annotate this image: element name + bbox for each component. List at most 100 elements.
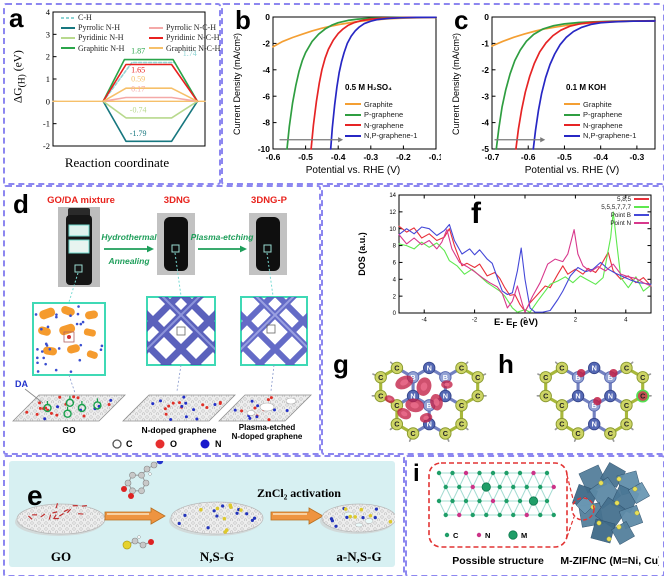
svg-text:B: B [575, 373, 580, 382]
y-tick-label: 14 [389, 193, 396, 199]
series-Pyrrolic N-H [102, 100, 199, 143]
pore [355, 522, 363, 528]
legend-item: P-graphene [564, 110, 636, 121]
ansg-label: a-N,S-G [336, 549, 381, 564]
svg-text:B: B [410, 373, 415, 382]
C-atom [390, 417, 404, 431]
connector-line [68, 272, 79, 303]
C-atom [455, 361, 468, 375]
svg-text:B: B [592, 401, 597, 410]
n-dot-label: N [485, 531, 490, 540]
panel-e-box: e GO [3, 455, 405, 576]
series-Point N [398, 229, 652, 313]
o-atom-icon [155, 439, 165, 449]
panel-b-legend: Graphite P-graphene N-graphene N,P-graphene… [345, 99, 417, 141]
legend-item: Point N [585, 219, 649, 227]
n-atom [470, 484, 475, 490]
C-atom [471, 371, 484, 384]
legend-label: Graphite [583, 99, 612, 109]
svg-text:C: C [459, 363, 465, 372]
o-atom [128, 493, 134, 499]
panel-f: f DOS (a.u.) -4 -2 0 2 4 0 2 4 6 8 10 12 14 E- EF (e… [353, 191, 659, 343]
C-atom [471, 389, 484, 403]
n-atom [490, 498, 496, 504]
c-atom [511, 484, 516, 490]
legend-swatch [149, 36, 163, 39]
x-tick-label: -4 [422, 318, 428, 324]
svg-text:N: N [443, 391, 448, 400]
y-tick-label: 3 [46, 29, 50, 39]
her-alkaline-chart: -0.7 -0.6 -0.5 -0.4 -0.3 0 -1 -2 -3 -4 -5 [481, 13, 656, 162]
legend-item: Graphitic N-H [61, 44, 124, 53]
y-tick-label: -4 [481, 118, 489, 128]
panel-a-xlabel: Reaction coordinate [64, 155, 170, 170]
C-atom [390, 361, 404, 375]
C-atom [539, 371, 552, 384]
legend-item: P-graphene [345, 110, 417, 121]
xlabel-unit: (eV) [517, 317, 538, 328]
legend-swatch [345, 113, 361, 116]
svg-text:N: N [427, 363, 432, 372]
panel-a-legend: C-H Pyrrolic N-H Pyridinic N-H Graphitic N-… [61, 13, 220, 57]
svg-text:C: C [543, 391, 549, 400]
value-annotation: 0.59 [131, 75, 145, 84]
legend-swatch [345, 103, 361, 106]
c-atom [470, 512, 475, 518]
charge-spot [577, 368, 586, 378]
legend-label: P-graphene [364, 110, 404, 120]
C-atom [439, 427, 452, 440]
legend-swatch [634, 198, 649, 200]
svg-text:N: N [410, 391, 415, 400]
legend-swatch [61, 26, 75, 29]
y-tick-label: -6 [262, 91, 270, 101]
mzif-label: M-ZIF/NC (M=Ni, Cu) [560, 555, 659, 567]
legend-label: Pyridinic N-C-H [166, 33, 220, 43]
legend-item: Point B [585, 211, 649, 219]
c-atom [538, 484, 543, 490]
charge-spot [609, 368, 618, 378]
n-atom [463, 470, 469, 476]
n-atom [524, 512, 529, 518]
legend-swatch [564, 134, 580, 137]
svg-text:N: N [592, 420, 597, 429]
legend-item: Graphitic N-C-H [149, 44, 220, 53]
n-atom [551, 484, 556, 490]
legend-swatch [61, 47, 75, 50]
legend-label: Pyrrolic N-H [78, 23, 120, 33]
y-tick-label: -3 [481, 91, 489, 101]
c-atom [450, 470, 455, 476]
legend-swatch [634, 214, 649, 216]
svg-text:B: B [443, 373, 448, 382]
y-tick-label: -4 [262, 65, 270, 75]
c-atom [497, 512, 502, 518]
panel-a-letter: a [9, 3, 24, 33]
legend-label: Graphitic N-C-H [166, 43, 221, 53]
value-annotation: 1.74 [183, 49, 197, 58]
x-tick-label: -0.2 [396, 152, 411, 162]
s-atom [122, 540, 132, 550]
svg-text:C: C [559, 401, 565, 410]
n-atom [531, 470, 536, 476]
inset-3dng [146, 296, 216, 366]
y-tick-label: -2 [43, 141, 50, 151]
N-atom [423, 361, 436, 375]
panel-f-xlabel: E- EF (eV) [375, 317, 657, 330]
stage1-label: GO/DA mixture [47, 195, 115, 206]
legend-label: N-graphene [583, 120, 623, 130]
series-Pyridinic N-C-H [102, 63, 199, 103]
atom-legend: C O N [112, 439, 222, 449]
C-atom [390, 399, 404, 412]
series-Pyrrolic N-C-H [102, 96, 199, 103]
svg-text:B: B [608, 373, 613, 382]
legend-swatch [564, 124, 580, 127]
magnifier-line [566, 474, 575, 504]
electrolyte-label-acid: 0.5 M H₂SO₄ [345, 83, 392, 92]
series-5,5,5,7,7,7 [398, 211, 652, 313]
legend-item: N-graphene [345, 120, 417, 131]
legend-swatch [634, 206, 649, 208]
metal-site-dot [596, 520, 602, 526]
plot-frame [491, 16, 656, 150]
xlabel-sub: F [512, 320, 518, 330]
ansg-sheet [320, 503, 397, 534]
